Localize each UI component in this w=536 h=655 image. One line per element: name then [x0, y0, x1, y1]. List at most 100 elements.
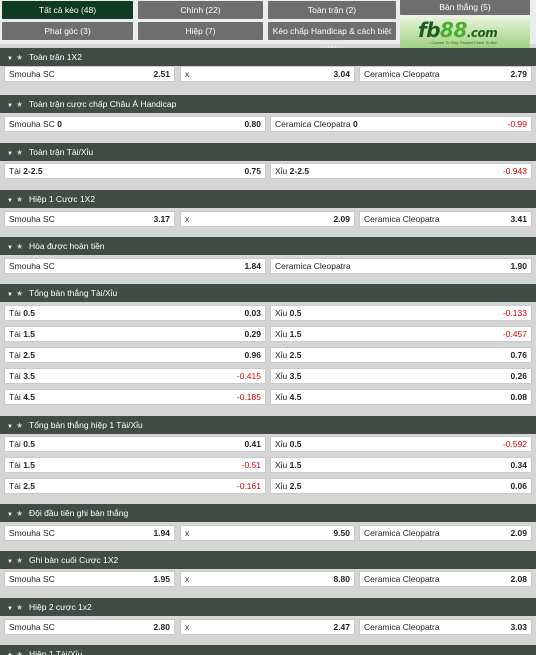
star-icon[interactable]: ★	[16, 650, 24, 655]
odds-cell[interactable]: Xỉu 3.5 0.26	[270, 368, 532, 384]
odds-cell[interactable]: Tài 2-2.5 0.75	[4, 163, 266, 179]
star-icon[interactable]: ★	[16, 421, 24, 430]
odds-cell[interactable]: x 8.80	[180, 571, 355, 587]
star-icon[interactable]: ★	[16, 100, 24, 109]
star-icon[interactable]: ★	[16, 509, 24, 518]
odds-cell[interactable]: Ceramica Cleopatra 2.08	[359, 571, 532, 587]
caret-down-icon[interactable]: ▼	[7, 647, 16, 655]
tab-corners[interactable]: Phạt góc (3)	[2, 22, 133, 40]
odds-cell[interactable]: Xỉu 4.5 0.08	[270, 389, 532, 405]
odds-value: 1.95	[153, 574, 170, 584]
selection-label: Xỉu 1.5	[275, 329, 302, 339]
odds-cell[interactable]: Smouha SC 1.84	[4, 258, 266, 274]
market-header[interactable]: ▼ ★ Hiệp 2 cược 1x2	[0, 598, 536, 616]
selection-label: Smouha SC	[9, 214, 55, 224]
tab-handicap[interactable]: Kèo chấp Handicap & cách biệt (1)	[268, 22, 396, 54]
odds-cell[interactable]: Smouha SC 1.95	[4, 571, 175, 587]
odds-cell[interactable]: Xỉu 2-2.5 -0.943	[270, 163, 532, 179]
odds-cell[interactable]: Tài 0.5 0.41	[4, 436, 266, 452]
odds-cell[interactable]: Smouha SC 2.80	[4, 619, 175, 635]
tab-goals[interactable]: Bàn thắng (5)	[400, 0, 530, 15]
tab-all-markets[interactable]: Tất cả kèo (48)	[2, 1, 133, 19]
selection-label: x	[185, 69, 190, 79]
caret-down-icon[interactable]: ▼	[7, 56, 13, 62]
selection-label: Xỉu 2.5	[275, 481, 302, 491]
odds-cell[interactable]: Xỉu 2.5 0.76	[270, 347, 532, 363]
odds-cell[interactable]: x 2.47	[180, 619, 355, 635]
odds-value: 2.08	[510, 574, 527, 584]
odds-cell[interactable]: Smouha SC 2.51	[4, 66, 175, 82]
selection-label: Tài 1.5	[9, 329, 36, 339]
caret-down-icon[interactable]: ▼	[7, 103, 13, 109]
line-value: 0.5	[289, 439, 302, 449]
star-icon[interactable]: ★	[16, 148, 24, 157]
market-header[interactable]: ▼ ★ Đội đầu tiên ghi bàn thắng	[0, 504, 536, 522]
odds-cell[interactable]: Tài 1.5 0.29	[4, 326, 266, 342]
market-header[interactable]: ▼★ Hiệp 1 Tài/Xỉu	[0, 645, 536, 655]
odds-cell[interactable]: Ceramica Cleopatra 3.03	[359, 619, 532, 635]
caret-down-icon[interactable]: ▼	[7, 245, 13, 251]
odds-cell[interactable]: Tài 1.5 -0.51	[4, 457, 266, 473]
odds-cell[interactable]: Tài 2.5 -0.161	[4, 478, 266, 494]
selection-label: Xỉu 2-2.5	[275, 166, 310, 176]
odds-cell[interactable]: Ceramica Cleopatra 0 -0.99	[270, 116, 532, 132]
odds-cell[interactable]: Smouha SC 0 0.80	[4, 116, 266, 132]
odds-cell[interactable]: Tài 3.5 -0.415	[4, 368, 266, 384]
star-icon[interactable]: ★	[16, 556, 24, 565]
odds-cell[interactable]: x 9.50	[180, 525, 355, 541]
odds-cell[interactable]: Xỉu 1.5 0.34	[270, 457, 532, 473]
market-header[interactable]: ▼ ★ Hòa được hoàn tiền	[0, 237, 536, 255]
odds-cell[interactable]: Ceramica Cleopatra 2.79	[359, 66, 532, 82]
odds-cell[interactable]: Xỉu 0.5 -0.133	[270, 305, 532, 321]
odds-value: 1.90	[510, 261, 527, 271]
selection-label: Xỉu 1.5	[275, 460, 302, 470]
odds-cell[interactable]: Xỉu 1.5 -0.457	[270, 326, 532, 342]
odds-cell[interactable]: Smouha SC 1.94	[4, 525, 175, 541]
caret-down-icon[interactable]: ▼	[7, 559, 13, 565]
star-icon[interactable]: ★	[16, 603, 24, 612]
market-header[interactable]: ▼ ★ Hiệp 1 Cược 1X2	[0, 190, 536, 208]
caret-down-icon[interactable]: ▼	[7, 292, 13, 298]
odds-value: 3.41	[510, 214, 527, 224]
star-icon[interactable]: ★	[16, 195, 24, 204]
odds-cell[interactable]: Ceramica Cleopatra 3.41	[359, 211, 532, 227]
star-icon[interactable]: ★	[16, 242, 24, 251]
odds-cell[interactable]: x 3.04	[180, 66, 355, 82]
odds-value: 0.26	[510, 371, 527, 381]
selection-label: Smouha SC	[9, 261, 55, 271]
star-icon[interactable]: ★	[16, 53, 24, 62]
odds-cell[interactable]: Smouha SC 3.17	[4, 211, 175, 227]
odds-cell[interactable]: Ceramica Cleopatra 2.09	[359, 525, 532, 541]
odds-value: 2.51	[153, 69, 170, 79]
odds-value: 0.03	[244, 308, 261, 318]
odds-cell[interactable]: Ceramica Cleopatra 1.90	[270, 258, 532, 274]
odds-cell[interactable]: x 2.09	[180, 211, 355, 227]
tab-full-time[interactable]: Toàn trận (2)	[268, 1, 396, 19]
market-header[interactable]: ▼ ★ Ghi bàn cuối Cược 1X2	[0, 551, 536, 569]
market-header[interactable]: ▼ ★ Tổng bàn thắng Tài/Xỉu	[0, 284, 536, 302]
odds-cell[interactable]: Tài 0.5 0.03	[4, 305, 266, 321]
caret-down-icon[interactable]: ▼	[7, 151, 13, 157]
line-value: 1.5	[289, 329, 302, 339]
market-header[interactable]: ▼ ★ Tổng bàn thắng hiệp 1 Tài/Xỉu	[0, 416, 536, 434]
market-header[interactable]: ▼ ★ Toàn trận Tài/Xỉu	[0, 143, 536, 161]
market-header[interactable]: ▼ ★ Toàn trận cược chấp Châu Á Handicap	[0, 95, 536, 113]
caret-down-icon[interactable]: ▼	[7, 512, 13, 518]
odds-cell[interactable]: Tài 2.5 0.96	[4, 347, 266, 363]
odds-cell[interactable]: Tài 4.5 -0.185	[4, 389, 266, 405]
selection-label: Smouha SC	[9, 69, 55, 79]
odds-value: 0.76	[510, 350, 527, 360]
tab-halves[interactable]: Hiệp (7)	[138, 22, 263, 40]
market-header[interactable]: ▼ ★ Toàn trận 1X2	[0, 48, 536, 66]
line-value: 1.5	[23, 460, 36, 470]
caret-down-icon[interactable]: ▼	[7, 424, 13, 430]
star-icon[interactable]: ★	[16, 289, 24, 298]
caret-down-icon[interactable]: ▼	[7, 198, 13, 204]
selection-label: Tài 2.5	[9, 481, 36, 491]
fb88-ad-banner[interactable]: fb88.com ...Games To Play Trusted Place …	[400, 16, 530, 48]
selection-label: Ceramica Cleopatra 0	[275, 119, 358, 129]
caret-down-icon[interactable]: ▼	[7, 606, 13, 612]
odds-cell[interactable]: Xỉu 2.5 0.06	[270, 478, 532, 494]
odds-cell[interactable]: Xỉu 0.5 -0.592	[270, 436, 532, 452]
tab-main[interactable]: Chính (22)	[138, 1, 263, 19]
